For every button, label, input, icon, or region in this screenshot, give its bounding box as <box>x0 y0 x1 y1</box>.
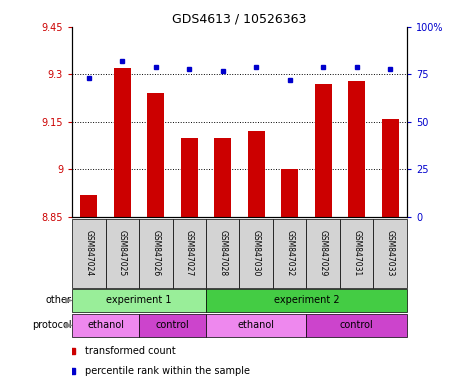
Bar <box>214 138 231 217</box>
Text: ethanol: ethanol <box>238 320 275 331</box>
Text: control: control <box>156 320 189 331</box>
Text: GSM847024: GSM847024 <box>84 230 93 276</box>
Text: percentile rank within the sample: percentile rank within the sample <box>86 366 251 376</box>
Bar <box>373 219 407 288</box>
Bar <box>248 131 265 217</box>
Bar <box>173 219 206 288</box>
Text: GSM847032: GSM847032 <box>285 230 294 276</box>
Bar <box>239 219 273 288</box>
Text: protocol: protocol <box>32 320 72 331</box>
Bar <box>273 219 306 288</box>
Bar <box>340 219 373 288</box>
Title: GDS4613 / 10526363: GDS4613 / 10526363 <box>173 13 306 26</box>
Bar <box>72 314 139 337</box>
Bar <box>382 119 399 217</box>
Bar <box>315 84 332 217</box>
Text: transformed count: transformed count <box>86 346 176 356</box>
Text: other: other <box>46 295 72 306</box>
Text: GSM847027: GSM847027 <box>185 230 194 276</box>
Bar <box>206 314 306 337</box>
Bar <box>306 219 340 288</box>
Bar <box>139 219 173 288</box>
Text: GSM847029: GSM847029 <box>319 230 328 276</box>
Bar <box>206 219 239 288</box>
Text: GSM847028: GSM847028 <box>218 230 227 276</box>
Bar <box>306 314 407 337</box>
Bar <box>80 195 97 217</box>
Text: experiment 1: experiment 1 <box>106 295 172 306</box>
Text: GSM847025: GSM847025 <box>118 230 127 276</box>
Bar <box>72 219 106 288</box>
Text: experiment 2: experiment 2 <box>273 295 339 306</box>
Bar <box>114 68 131 217</box>
Bar <box>139 314 206 337</box>
Bar <box>281 169 298 217</box>
Bar <box>106 219 139 288</box>
Text: GSM847030: GSM847030 <box>252 230 261 276</box>
Text: control: control <box>340 320 373 331</box>
Bar <box>147 93 164 217</box>
Text: GSM847033: GSM847033 <box>385 230 395 276</box>
Bar <box>72 289 206 312</box>
Text: GSM847026: GSM847026 <box>151 230 160 276</box>
Bar <box>348 81 365 217</box>
Text: ethanol: ethanol <box>87 320 124 331</box>
Bar <box>181 138 198 217</box>
Text: GSM847031: GSM847031 <box>352 230 361 276</box>
Bar <box>206 289 407 312</box>
